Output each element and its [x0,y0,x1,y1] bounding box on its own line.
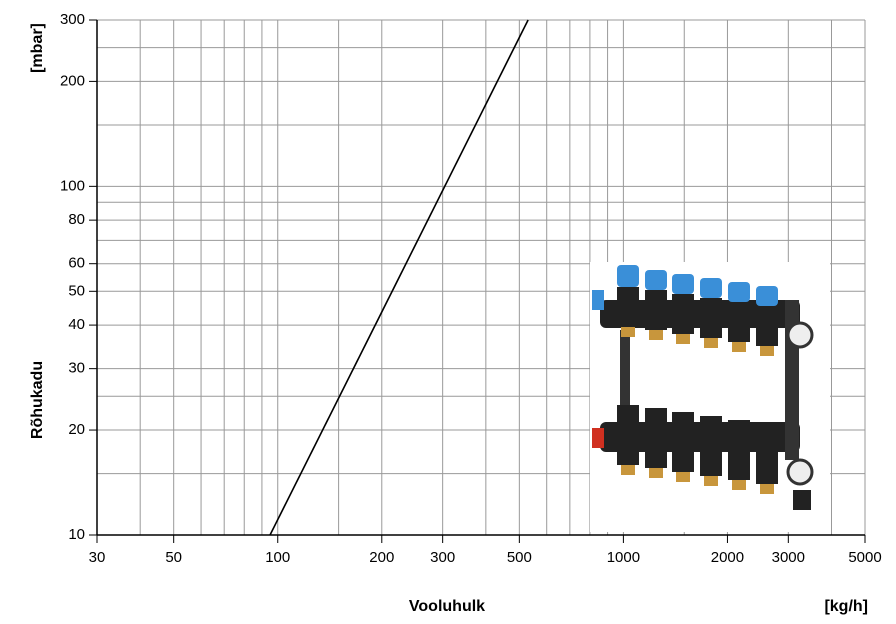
y-tick-label: 100 [60,177,85,194]
x-tick-label: 300 [430,549,455,566]
x-tick-label: 2000 [711,549,744,566]
x-tick-label: 3000 [772,549,805,566]
x-tick-label: 5000 [848,549,881,566]
y-tick-label: 200 [60,72,85,89]
x-axis-label: Vooluhulk [409,598,485,615]
x-tick-label: 200 [369,549,394,566]
y-tick-label: 30 [68,360,85,377]
y-tick-label: 50 [68,282,85,299]
x-tick-label: 50 [165,549,182,566]
y-tick-label: 80 [68,211,85,228]
y-tick-label: 60 [68,255,85,272]
x-tick-label: 1000 [607,549,640,566]
y-unit: [mbar] [29,23,46,73]
line-series [269,19,529,536]
y-axis-label: Rõhukadu [29,361,46,439]
y-tick-label: 300 [60,11,85,28]
y-tick-label: 40 [68,316,85,333]
x-tick-label: 30 [89,549,106,566]
x-tick-label: 500 [507,549,532,566]
x-tick-label: 100 [265,549,290,566]
y-tick-label: 20 [68,421,85,438]
y-tick-label: 10 [68,526,85,543]
x-unit: [kg/h] [824,598,868,615]
manifold-photo [590,262,830,532]
